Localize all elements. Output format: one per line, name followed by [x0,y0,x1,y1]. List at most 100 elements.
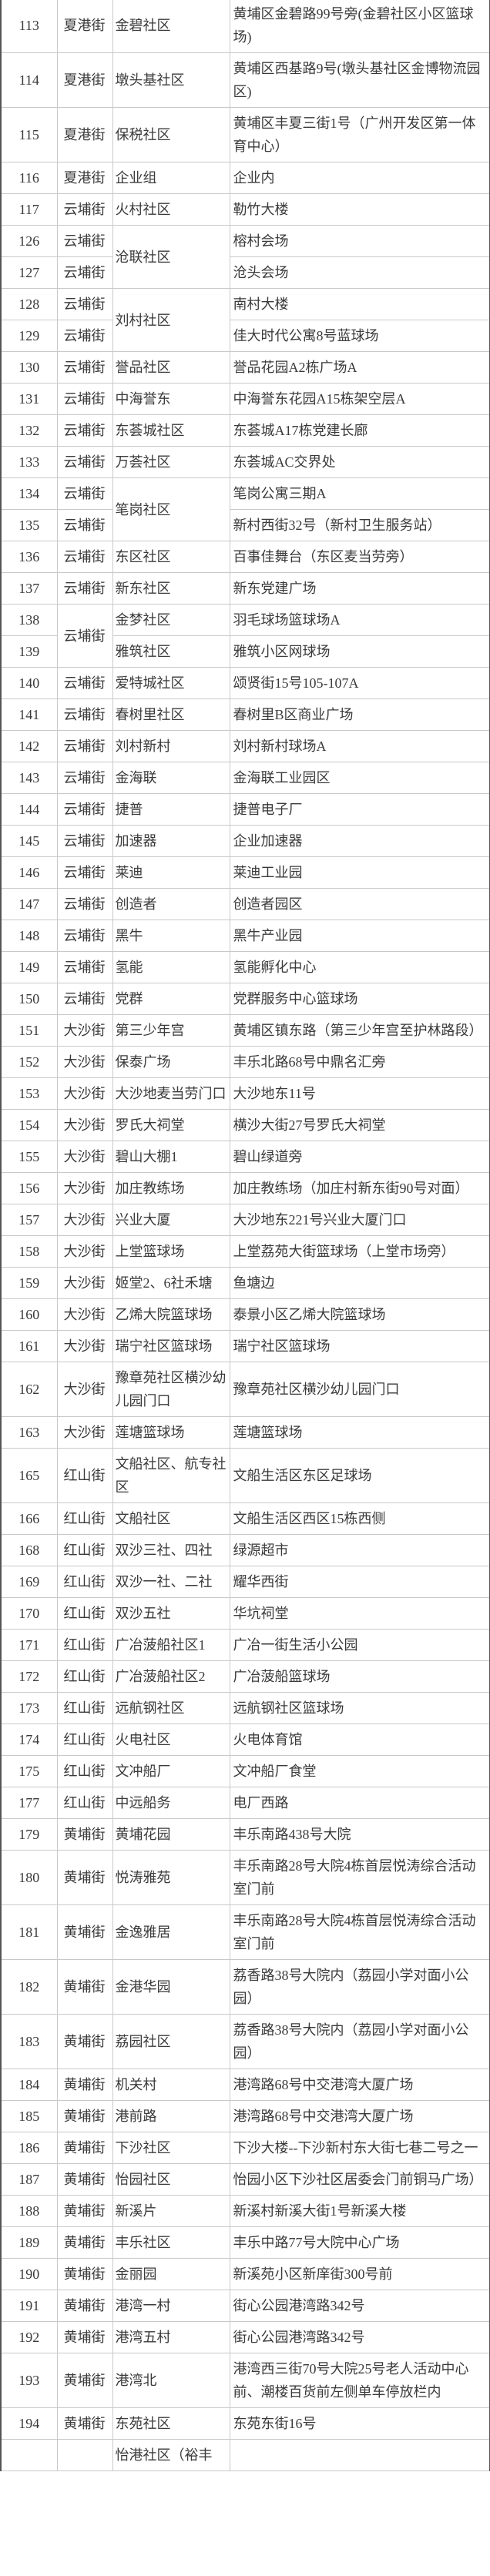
community-cell: 中远船务 [112,1787,230,1819]
address-cell [229,2439,490,2471]
row-number: 152 [0,1046,58,1078]
street-cell: 大沙街 [56,1330,113,1362]
venue-table-body: 113 夏港街 金碧社区 黄埔区金碧路99号旁(金碧社区小区篮球场) 114 夏港街 墩头基… [0,0,490,2471]
community-cell: 氢能 [112,951,230,983]
community-cell: 港前路 [112,2100,230,2132]
row-number: 188 [0,2195,58,2227]
community-cell: 刘村新村 [112,730,230,762]
table-row: 142 云埔街 刘村新村 刘村新村球场A [0,730,490,762]
row-number: 142 [0,730,58,762]
street-cell: 大沙街 [56,1109,113,1141]
address-cell: 金海联工业园区 [229,762,490,794]
row-number: 181 [0,1904,58,1960]
address-cell: 荔香路38号大院内（荔园小学对面小公园） [229,2014,490,2069]
table-row: 156 大沙街 加庄教练场 加庄教练场（加庄村新东街90号对面） [0,1172,490,1204]
street-cell: 红山街 [56,1566,113,1598]
table-row: 154 大沙街 罗氏大祠堂 横沙大街27号罗氏大祠堂 [0,1109,490,1141]
community-cell: 春树里社区 [112,698,230,731]
street-cell: 黄埔街 [56,2100,113,2132]
address-cell: 下沙大楼--下沙新村东大街七巷二号之一 [229,2132,490,2164]
community-cell: 雅筑社区 [112,635,230,668]
street-cell: 黄埔街 [56,2014,113,2069]
address-cell: 南村大楼 [229,288,490,320]
street-cell: 夏港街 [56,107,113,162]
row-number: 174 [0,1723,58,1756]
street-cell: 黄埔街 [56,2321,113,2353]
table-row: 136 云埔街 东区社区 百事佳舞台（东区麦当劳旁） [0,541,490,573]
table-row: 153 大沙街 大沙地麦当劳门口 大沙地东11号 [0,1077,490,1110]
address-cell: 大沙地东11号 [229,1077,490,1110]
address-cell: 东荟城AC交界处 [229,446,490,478]
row-number: 136 [0,541,58,573]
row-number: 189 [0,2226,58,2259]
community-cell: 豫章苑社区横沙幼儿园门口 [112,1362,230,1417]
table-row: 149 云埔街 氢能 氢能孵化中心 [0,951,490,983]
street-cell: 黄埔街 [56,2258,113,2290]
address-cell: 新东党建广场 [229,572,490,605]
row-number: 170 [0,1597,58,1630]
address-cell: 瑞宁社区篮球场 [229,1330,490,1362]
row-number: 157 [0,1204,58,1236]
address-cell: 雅筑小区网球场 [229,635,490,668]
row-number: 143 [0,762,58,794]
address-cell: 榕村会场 [229,225,490,257]
row-number: 162 [0,1362,58,1417]
table-row: 194 黄埔街 东苑社区 东苑东街16号 [0,2407,490,2440]
street-cell: 云埔街 [56,572,113,605]
community-cell: 东区社区 [112,541,230,573]
address-cell: 中海誉东花园A15栋架空层A [229,383,490,415]
row-number: 156 [0,1172,58,1204]
street-cell: 云埔街 [56,193,113,226]
row-number: 173 [0,1692,58,1724]
community-cell: 万荟社区 [112,446,230,478]
table-row: 169 红山街 双沙一社、二社 耀华西街 [0,1566,490,1598]
street-cell: 云埔街 [56,920,113,952]
street-cell: 云埔街 [56,383,113,415]
table-row: 115 夏港街 保税社区 黄埔区丰夏三街1号（广州开发区第一体育中心） [0,107,490,162]
community-cell: 金港华园 [112,1959,230,2015]
address-cell: 企业内 [229,162,490,194]
address-cell: 文冲船厂食堂 [229,1755,490,1787]
table-row: 134 云埔街 笔岗社区 笔岗公寓三期A [0,477,490,541]
address-cell: 笔岗公寓三期A [229,477,490,510]
community-cell: 创造者 [112,888,230,920]
row-number: 179 [0,1818,58,1851]
row-number: 154 [0,1109,58,1141]
table-row: 113 夏港街 金碧社区 黄埔区金碧路99号旁(金碧社区小区篮球场) [0,0,490,53]
row-number: 168 [0,1534,58,1566]
address-cell: 莱迪工业园 [229,856,490,889]
row-number: 133 [0,446,58,478]
row-number: 131 [0,383,58,415]
table-row: 172 红山街 广冶菠船社区2 广冶菠船篮球场 [0,1660,490,1693]
address-cell: 远航钢社区篮球场 [229,1692,490,1724]
row-number: 113 [0,0,58,53]
table-row: 177 红山街 中远船务 电厂西路 [0,1787,490,1819]
community-cell: 捷普 [112,793,230,826]
street-cell: 大沙街 [56,1046,113,1078]
table-row: 147 云埔街 创造者 创造者园区 [0,888,490,920]
address-cell: 氢能孵化中心 [229,951,490,983]
address-cell: 新溪村新溪大街1号新溪大楼 [229,2195,490,2227]
community-cell: 下沙社区 [112,2132,230,2164]
community-cell: 远航钢社区 [112,1692,230,1724]
venue-table: 113 夏港街 金碧社区 黄埔区金碧路99号旁(金碧社区小区篮球场) 114 夏港街 墩头基… [0,0,490,2471]
community-cell: 企业组 [112,162,230,194]
row-number: 177 [0,1787,58,1819]
row-number: 128 [0,288,58,320]
community-cell: 丰乐社区 [112,2226,230,2259]
street-cell: 云埔街 [56,856,113,889]
community-cell: 火电社区 [112,1723,230,1756]
street-cell: 云埔街 [56,951,113,983]
row-number: 161 [0,1330,58,1362]
row-number: 160 [0,1298,58,1331]
row-number: 115 [0,107,58,162]
table-row: 193 黄埔街 港湾北 港湾西三街70号大院25号老人活动中心前、潮楼百货前左侧单车停… [0,2353,490,2408]
table-row: 162 大沙街 豫章苑社区横沙幼儿园门口 豫章苑社区横沙幼儿园门口 [0,1362,490,1417]
community-cell: 第三少年宫 [112,1014,230,1047]
venue-table-sheet: 113 夏港街 金碧社区 黄埔区金碧路99号旁(金碧社区小区篮球场) 114 夏港街 墩头基… [0,0,490,2471]
table-row: 148 云埔街 黑牛 黑牛产业园 [0,920,490,952]
row-number: 138 [0,604,58,636]
row-number: 153 [0,1077,58,1110]
street-cell: 大沙街 [56,1416,113,1449]
street-cell: 云埔街 [56,477,113,510]
